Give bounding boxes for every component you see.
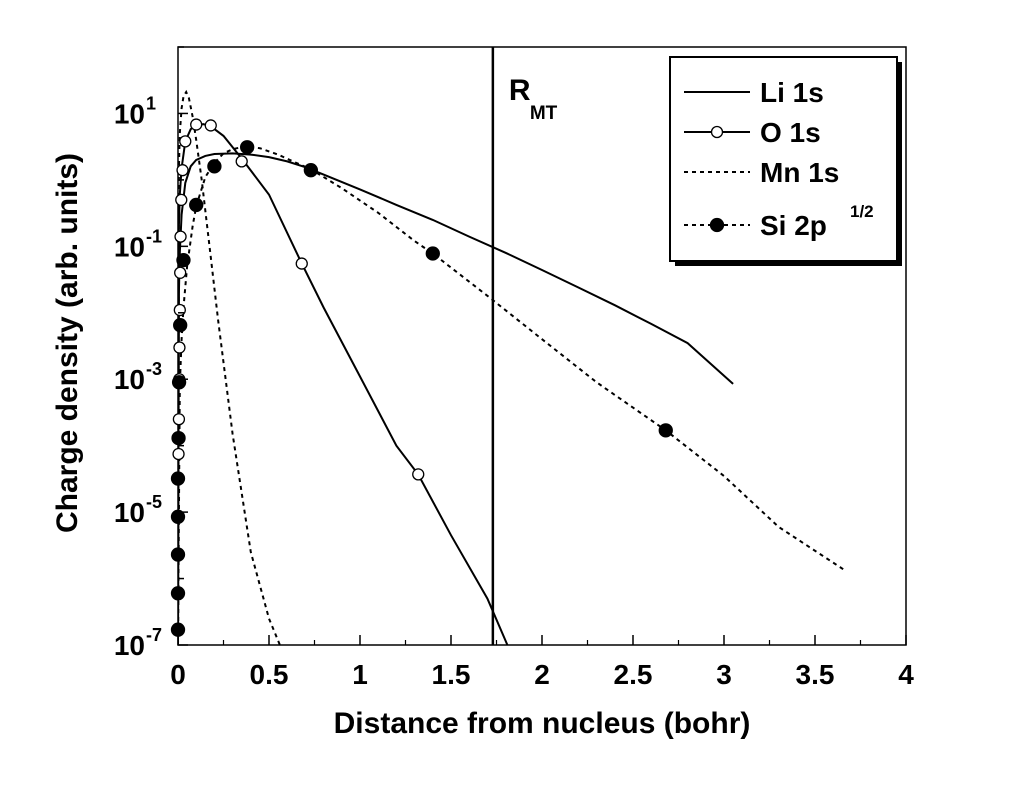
y-tick-exponent: -3	[146, 359, 162, 379]
y-tick-exponent: -1	[146, 226, 162, 246]
rmt-subscript: MT	[530, 103, 558, 124]
data-point	[412, 468, 425, 481]
series-line	[178, 89, 281, 645]
legend-label: Li 1s	[760, 77, 824, 108]
data-point	[295, 257, 308, 270]
data-point	[172, 447, 185, 461]
data-point	[207, 159, 222, 174]
data-point	[171, 430, 186, 446]
data-point	[170, 471, 186, 486]
data-point	[204, 119, 217, 132]
y-tick-label: 10	[114, 231, 145, 262]
y-tick-exponent: -5	[146, 492, 162, 512]
data-point	[240, 140, 255, 155]
legend-marker	[709, 217, 725, 233]
data-point	[176, 164, 189, 177]
legend-label: Si 2p	[760, 210, 827, 241]
data-point	[176, 252, 191, 268]
y-tick-label: 10	[114, 497, 145, 528]
series-line	[178, 145, 847, 645]
y-tick-exponent: -7	[146, 625, 162, 645]
data-point	[172, 413, 186, 426]
x-tick-label: 0.5	[250, 659, 289, 690]
y-axis-title: Charge density (arb. units)	[51, 153, 84, 533]
data-point	[173, 318, 188, 333]
x-tick-label: 2.5	[614, 659, 653, 690]
legend-marker	[710, 125, 724, 139]
x-tick-label: 2	[534, 659, 550, 690]
data-point	[170, 622, 186, 637]
y-tick-exponent: 1	[146, 93, 156, 113]
data-point	[303, 163, 319, 178]
x-tick-label: 0	[170, 659, 186, 690]
x-tick-label: 3	[716, 659, 732, 690]
x-tick-label: 1.5	[432, 659, 471, 690]
legend-label: Mn 1s	[760, 157, 839, 188]
data-point	[170, 547, 186, 562]
data-point	[171, 375, 187, 390]
x-tick-label: 1	[352, 659, 368, 690]
series-line	[178, 123, 509, 645]
data-point	[170, 509, 186, 524]
legend-label-superscript: 1/2	[850, 202, 874, 221]
data-point	[658, 423, 673, 438]
y-tick-label: 10	[114, 98, 145, 129]
x-tick-label: 3.5	[796, 659, 835, 690]
data-point	[189, 197, 204, 213]
rmt-label: R	[509, 74, 531, 107]
data-point	[173, 303, 186, 317]
legend-label: O 1s	[760, 117, 821, 148]
x-axis-title: Distance from nucleus (bohr)	[334, 707, 751, 740]
data-point	[235, 155, 248, 168]
data-point	[190, 118, 203, 131]
data-point	[170, 586, 186, 601]
data-point	[179, 135, 192, 148]
x-tick-label: 4	[898, 659, 914, 690]
y-tick-label: 10	[114, 364, 145, 395]
data-point	[174, 230, 187, 243]
series-line	[178, 152, 734, 645]
data-point	[175, 193, 188, 207]
data-point	[174, 266, 187, 279]
y-tick-label: 10	[114, 630, 145, 661]
data-point	[173, 341, 186, 354]
data-point	[425, 246, 440, 261]
